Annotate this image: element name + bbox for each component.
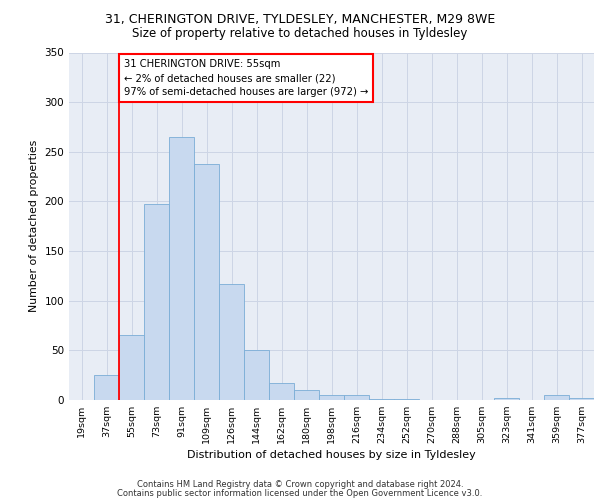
Bar	[569, 398, 594, 400]
Bar	[169, 137, 194, 400]
Bar	[144, 204, 169, 400]
Bar	[119, 336, 144, 400]
Bar	[269, 383, 294, 400]
Bar	[494, 398, 519, 400]
Bar	[294, 390, 319, 400]
Text: Contains HM Land Registry data © Crown copyright and database right 2024.: Contains HM Land Registry data © Crown c…	[137, 480, 463, 489]
Bar	[544, 395, 569, 400]
Text: 31, CHERINGTON DRIVE, TYLDESLEY, MANCHESTER, M29 8WE: 31, CHERINGTON DRIVE, TYLDESLEY, MANCHES…	[105, 12, 495, 26]
Bar	[369, 399, 394, 400]
Bar	[319, 395, 344, 400]
Text: Size of property relative to detached houses in Tyldesley: Size of property relative to detached ho…	[133, 28, 467, 40]
Y-axis label: Number of detached properties: Number of detached properties	[29, 140, 39, 312]
Bar	[194, 164, 219, 400]
Text: 31 CHERINGTON DRIVE: 55sqm
← 2% of detached houses are smaller (22)
97% of semi-: 31 CHERINGTON DRIVE: 55sqm ← 2% of detac…	[124, 60, 368, 98]
Bar	[344, 395, 369, 400]
Bar	[394, 399, 419, 400]
Bar	[219, 284, 244, 400]
Bar	[94, 375, 119, 400]
Bar	[244, 350, 269, 400]
Text: Contains public sector information licensed under the Open Government Licence v3: Contains public sector information licen…	[118, 489, 482, 498]
X-axis label: Distribution of detached houses by size in Tyldesley: Distribution of detached houses by size …	[187, 450, 476, 460]
